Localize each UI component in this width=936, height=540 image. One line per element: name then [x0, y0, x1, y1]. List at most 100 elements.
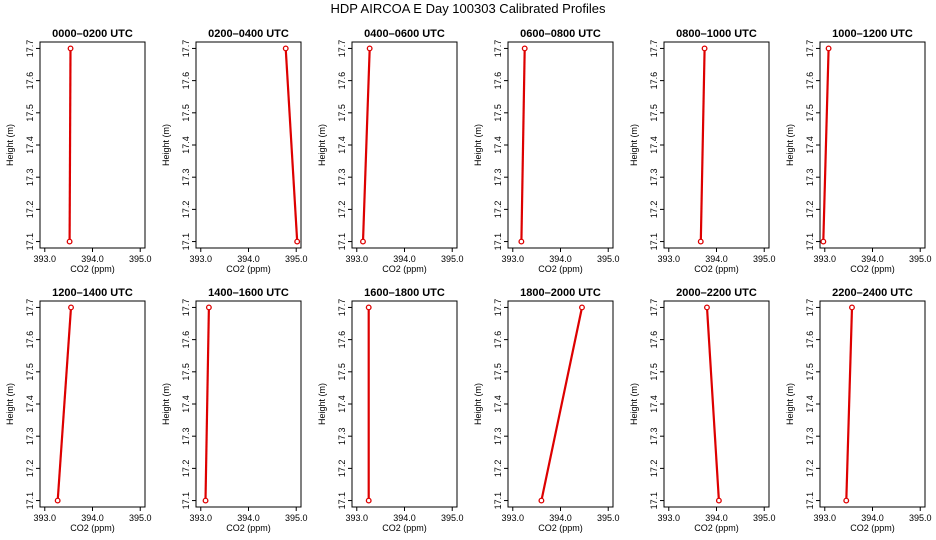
y-tick-label: 17.5 — [649, 104, 659, 122]
profile-panel: 2200–2400 UTC 393.0 394.0 395.0 17.1 17.2 17.3… — [785, 287, 931, 533]
y-tick-label: 17.6 — [181, 331, 191, 349]
y-axis-label: Height (m) — [785, 124, 795, 166]
x-axis-label: CO2 (ppm) — [382, 264, 427, 274]
profile-panel: 1200–1400 UTC 393.0 394.0 395.0 17.1 17.2 17.3… — [5, 287, 151, 533]
y-tick-label: 17.7 — [337, 299, 347, 317]
data-point — [54, 497, 61, 504]
y-axis-label: Height (m) — [785, 383, 795, 425]
x-tick-label: 394.0 — [81, 254, 104, 264]
profile-panel: 0600–0800 UTC 393.0 394.0 395.0 17.1 17.2 17.3… — [473, 28, 619, 274]
profile-panel: 2000–2200 UTC 393.0 394.0 395.0 17.1 17.2 17.3… — [629, 287, 775, 533]
profile-panel: 0400–0600 UTC 393.0 394.0 395.0 17.1 17.2 17.3… — [317, 28, 463, 274]
y-axis-label: Height (m) — [5, 124, 15, 166]
profile-panel: 1800–2000 UTC 393.0 394.0 395.0 17.1 17.2 17.3… — [473, 287, 619, 533]
panel-title: 0200–0400 UTC — [208, 28, 289, 40]
data-point — [579, 304, 585, 311]
y-tick-label: 17.4 — [337, 395, 347, 413]
panel-title: 2200–2400 UTC — [832, 287, 913, 299]
y-tick-label: 17.7 — [649, 299, 659, 317]
y-tick-label: 17.5 — [25, 104, 35, 122]
y-tick-label: 17.7 — [493, 299, 503, 317]
x-tick-label: 394.0 — [393, 254, 416, 264]
y-tick-label: 17.6 — [805, 331, 815, 349]
profile-line — [822, 48, 830, 242]
x-tick-label: 394.0 — [237, 513, 260, 523]
y-axis-label: Height (m) — [317, 124, 327, 166]
profile-line — [56, 307, 73, 501]
data-point — [67, 45, 74, 52]
profile-panel: 0200–0400 UTC 393.0 394.0 395.0 17.1 17.2 17.3… — [161, 28, 307, 274]
x-tick-label: 393.0 — [502, 513, 525, 523]
y-tick-label: 17.3 — [181, 168, 191, 186]
y-tick-label: 17.3 — [805, 427, 815, 445]
y-tick-label: 17.4 — [337, 136, 347, 154]
y-tick-label: 17.1 — [181, 233, 191, 251]
y-tick-label: 17.3 — [649, 168, 659, 186]
y-tick-label: 17.5 — [805, 104, 815, 122]
profile-line — [361, 48, 371, 242]
data-point — [202, 497, 209, 504]
x-tick-label: 395.0 — [441, 513, 464, 523]
y-axis-label: Height (m) — [629, 383, 639, 425]
x-tick-label: 394.0 — [81, 513, 104, 523]
data-point — [849, 304, 855, 311]
x-tick-label: 395.0 — [909, 254, 932, 264]
y-tick-label: 17.3 — [25, 168, 35, 186]
plot-frame — [819, 300, 926, 508]
data-point — [825, 45, 832, 52]
y-tick-label: 17.5 — [337, 363, 347, 381]
y-tick-label: 17.2 — [181, 460, 191, 478]
profile-line — [705, 307, 720, 501]
data-point — [366, 45, 373, 52]
y-tick-label: 17.1 — [337, 233, 347, 251]
y-axis-label: Height (m) — [317, 383, 327, 425]
x-tick-label: 393.0 — [190, 513, 213, 523]
x-axis-label: CO2 (ppm) — [226, 523, 271, 533]
y-tick-label: 17.5 — [181, 363, 191, 381]
y-tick-label: 17.3 — [493, 168, 503, 186]
x-axis-label: CO2 (ppm) — [694, 523, 739, 533]
plot-frame — [819, 41, 926, 249]
data-point — [538, 497, 545, 504]
figure-title: HDP AIRCOA E Day 100303 Calibrated Profi… — [330, 1, 606, 16]
y-tick-label: 17.7 — [337, 40, 347, 58]
y-tick-label: 17.2 — [805, 201, 815, 219]
data-point — [294, 238, 301, 245]
panel-title: 1200–1400 UTC — [52, 287, 133, 299]
y-tick-label: 17.1 — [805, 492, 815, 510]
plot-frame — [663, 41, 770, 249]
y-tick-label: 17.1 — [181, 492, 191, 510]
y-axis-label: Height (m) — [5, 383, 15, 425]
y-tick-label: 17.7 — [805, 40, 815, 58]
y-tick-label: 17.1 — [649, 492, 659, 510]
y-tick-label: 17.3 — [337, 427, 347, 445]
y-tick-label: 17.5 — [337, 104, 347, 122]
x-axis-label: CO2 (ppm) — [694, 264, 739, 274]
profile-line — [845, 307, 854, 501]
data-point — [282, 45, 289, 52]
y-tick-label: 17.7 — [805, 299, 815, 317]
y-tick-label: 17.2 — [805, 460, 815, 478]
panel-grid: 0000–0200 UTC 393.0 394.0 395.0 17.1 17.2 17.3… — [5, 28, 931, 533]
profile-line — [284, 48, 299, 242]
x-tick-label: 395.0 — [285, 254, 308, 264]
panel-title: 0600–0800 UTC — [520, 28, 601, 40]
y-tick-label: 17.1 — [25, 492, 35, 510]
x-tick-label: 393.0 — [346, 254, 369, 264]
y-tick-label: 17.5 — [493, 363, 503, 381]
y-tick-label: 17.1 — [649, 233, 659, 251]
x-tick-label: 393.0 — [502, 254, 525, 264]
x-tick-label: 393.0 — [34, 254, 57, 264]
x-axis-label: CO2 (ppm) — [850, 523, 895, 533]
x-tick-label: 394.0 — [861, 513, 884, 523]
y-axis-label: Height (m) — [161, 383, 171, 425]
x-tick-label: 394.0 — [549, 513, 572, 523]
profile-panel: 0000–0200 UTC 393.0 394.0 395.0 17.1 17.2 17.3… — [5, 28, 151, 274]
y-tick-label: 17.2 — [649, 460, 659, 478]
y-tick-label: 17.6 — [805, 72, 815, 90]
y-tick-label: 17.2 — [649, 201, 659, 219]
panel-title: 1400–1600 UTC — [208, 287, 289, 299]
x-axis-label: CO2 (ppm) — [382, 523, 427, 533]
y-tick-label: 17.6 — [337, 72, 347, 90]
